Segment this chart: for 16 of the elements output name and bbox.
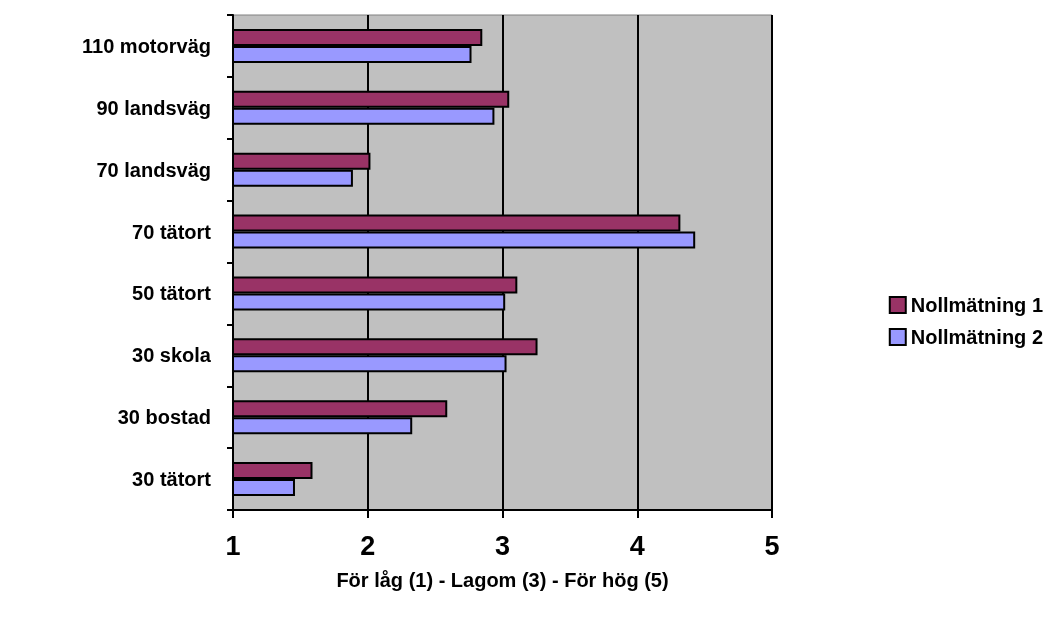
legend-label: Nollmätning 2 (910, 326, 1044, 348)
y-tick-label: 110 motorväg (82, 34, 211, 57)
x-tick-label: 3 (494, 530, 511, 561)
y-tick-label: 30 tätort (132, 468, 212, 491)
x-tick-label: 1 (225, 530, 241, 561)
y-tick-label: 70 landsväg (96, 158, 211, 181)
x-tick-label: 4 (629, 530, 645, 561)
y-tick-label: 70 tätort (132, 220, 212, 243)
y-tick-label: 50 tätort (132, 282, 212, 305)
x-tick-label: 2 (360, 530, 376, 561)
legend-label: Nollmätning 1 (910, 294, 1044, 316)
x-axis-title: För låg (1) - Lagom (3) - För hög (5) (336, 569, 669, 591)
x-tick-label: 5 (764, 530, 780, 561)
y-tick-label: 30 bostad (117, 406, 211, 429)
y-tick-label: 30 skola (132, 344, 212, 367)
y-tick-label: 90 landsväg (96, 96, 211, 119)
